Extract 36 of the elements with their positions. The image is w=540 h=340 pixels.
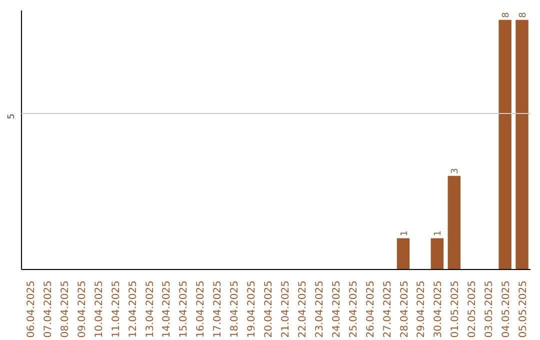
x-tick-label: 20.04.2025 xyxy=(264,280,275,338)
x-tick-label: 18.04.2025 xyxy=(230,280,241,338)
x-tick-label: 06.04.2025 xyxy=(26,280,37,338)
ref-line-label: 5 xyxy=(7,113,17,120)
x-tick-label: 07.04.2025 xyxy=(42,280,54,338)
x-tick-label: 28.04.2025 xyxy=(399,280,410,338)
x-tick-label: 19.04.2025 xyxy=(246,280,258,338)
x-tick-label: 02.05.2025 xyxy=(467,280,478,338)
x-tick-label: 13.04.2025 xyxy=(144,280,156,338)
data-label: 3 xyxy=(450,168,461,174)
x-tick-label: 21.04.2025 xyxy=(280,280,292,338)
x-tick-label: 01.05.2025 xyxy=(450,280,462,338)
x-tick-label: 17.04.2025 xyxy=(212,280,224,338)
x-tick-label: 16.04.2025 xyxy=(196,280,207,338)
x-tick-label: 05.05.2025 xyxy=(518,280,530,338)
data-label: 8 xyxy=(518,12,529,18)
x-tick-label: 10.04.2025 xyxy=(94,280,105,338)
data-label: 1 xyxy=(434,230,444,236)
x-tick-label: 04.05.2025 xyxy=(501,280,512,338)
x-tick-label: 24.04.2025 xyxy=(331,280,342,338)
data-label: 1 xyxy=(400,230,410,236)
x-tick-label: 14.04.2025 xyxy=(162,280,173,338)
data-label: 8 xyxy=(502,12,512,18)
x-tick-label: 25.04.2025 xyxy=(348,280,360,338)
x-tick-label: 22.04.2025 xyxy=(297,280,308,338)
x-tick-label: 27.04.2025 xyxy=(382,280,394,338)
x-tick-label: 09.04.2025 xyxy=(76,280,88,338)
x-tick-label: 15.04.2025 xyxy=(178,280,190,338)
x-tick-label: 03.05.2025 xyxy=(484,280,496,338)
x-tick-label: 29.04.2025 xyxy=(416,280,428,338)
x-tick-label: 30.04.2025 xyxy=(433,280,444,338)
x-tick-label: 12.04.2025 xyxy=(128,280,139,338)
x-tick-label: 26.04.2025 xyxy=(365,280,376,338)
x-tick-label: 11.04.2025 xyxy=(110,280,122,338)
x-tick-label: 23.04.2025 xyxy=(314,280,326,338)
x-tick-label: 08.04.2025 xyxy=(60,280,71,338)
